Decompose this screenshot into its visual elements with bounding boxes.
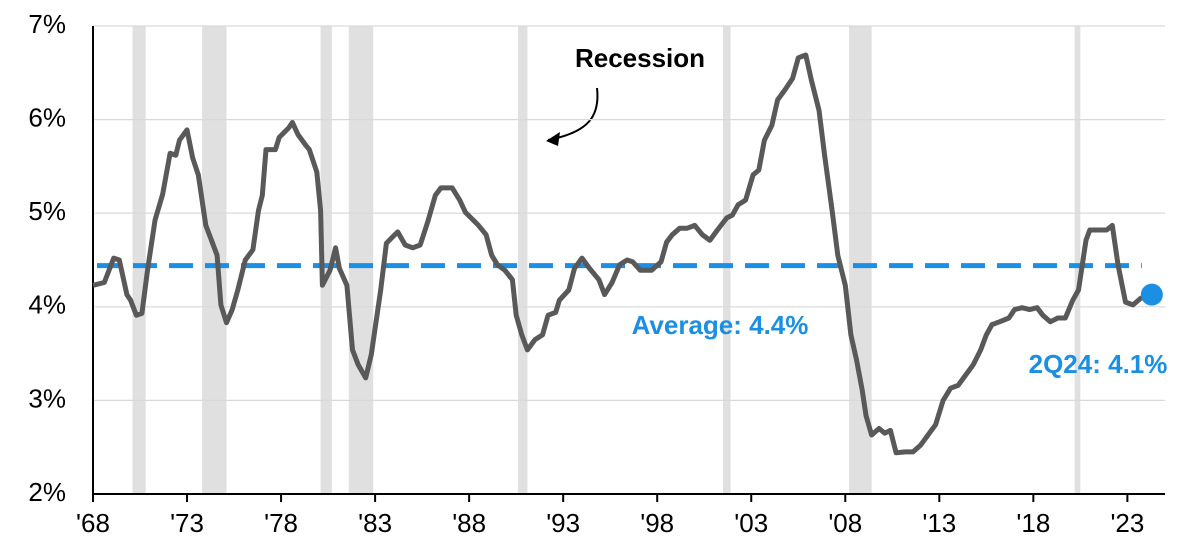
recession-band bbox=[348, 26, 374, 494]
recession-band bbox=[518, 26, 528, 494]
x-tick-label: '68 bbox=[76, 508, 110, 538]
x-tick-label: '78 bbox=[264, 508, 298, 538]
x-tick-label: '23 bbox=[1110, 508, 1144, 538]
recession-band bbox=[1074, 26, 1081, 494]
data-line bbox=[92, 52, 1153, 456]
recession-annotation: Recession bbox=[575, 43, 705, 73]
x-tick-label: '08 bbox=[828, 508, 862, 538]
x-tick-label: '93 bbox=[546, 508, 580, 538]
x-tick-label: '83 bbox=[358, 508, 392, 538]
recession-band bbox=[132, 26, 146, 494]
y-tick-label: 5% bbox=[28, 196, 66, 226]
x-tick-label: '98 bbox=[640, 508, 674, 538]
annotation-arrowhead bbox=[546, 132, 560, 146]
average-label: Average: 4.4% bbox=[632, 310, 809, 340]
recession-band bbox=[849, 26, 872, 494]
y-tick-label: 3% bbox=[28, 383, 66, 413]
recession-band bbox=[202, 26, 227, 494]
x-tick-label: '88 bbox=[452, 508, 486, 538]
end-point bbox=[1140, 283, 1163, 306]
x-tick-label: '13 bbox=[922, 508, 956, 538]
y-tick-label: 4% bbox=[28, 290, 66, 320]
x-tick-label: '18 bbox=[1016, 508, 1050, 538]
x-tick-label: '03 bbox=[734, 508, 768, 538]
annotation-arrow bbox=[547, 87, 599, 141]
x-tick-label: '73 bbox=[170, 508, 204, 538]
y-tick-label: 6% bbox=[28, 102, 66, 132]
y-tick-label: 2% bbox=[28, 477, 66, 507]
recession-band bbox=[320, 26, 332, 494]
recession-band bbox=[723, 26, 731, 494]
y-tick-label: 7% bbox=[28, 9, 66, 39]
end-label: 2Q24: 4.1% bbox=[1029, 349, 1168, 379]
